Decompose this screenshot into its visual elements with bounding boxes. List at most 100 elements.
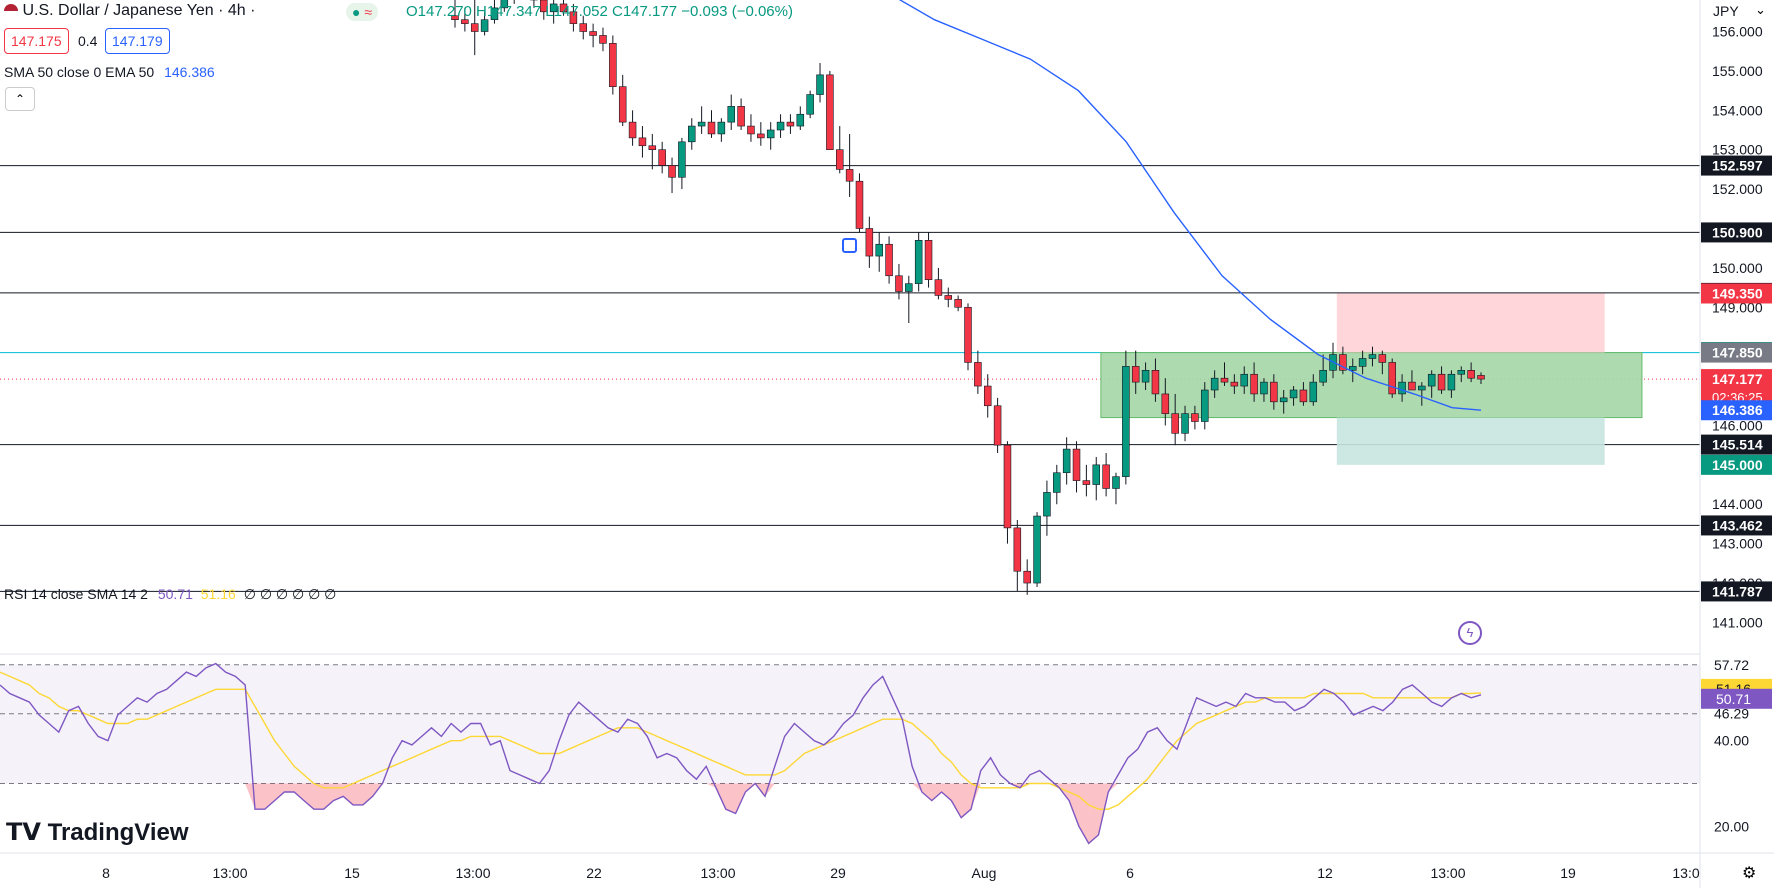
price-marker-target2 xyxy=(1701,454,1772,475)
chevron-down-icon[interactable]: ⌄ xyxy=(1755,2,1766,17)
candle xyxy=(727,94,735,130)
candle xyxy=(1398,374,1406,402)
candle xyxy=(1181,405,1189,442)
time-tick-label: 13:00 xyxy=(1430,865,1465,881)
price-axis[interactable]: 141.000142.000143.000144.000145.000146.0… xyxy=(1699,0,1772,888)
candle xyxy=(1339,346,1347,375)
time-tick-label: Aug xyxy=(972,865,997,881)
candle-body xyxy=(1398,381,1406,395)
candle xyxy=(934,267,943,300)
level-tag xyxy=(1701,581,1772,602)
rsi-oversold-fill xyxy=(735,783,746,814)
candle-body xyxy=(914,240,923,284)
candle xyxy=(1408,370,1416,391)
currency-label[interactable]: JPY xyxy=(1713,3,1739,19)
flag-icon xyxy=(4,3,18,18)
candle xyxy=(1043,480,1051,536)
bid-box[interactable]: 147.175 xyxy=(4,28,69,54)
candle-body xyxy=(451,15,459,20)
candle-body xyxy=(895,275,903,292)
sma-legend-value: 146.386 xyxy=(164,64,215,80)
candle xyxy=(1358,350,1367,375)
price-tick-label: 155.000 xyxy=(1712,63,1763,79)
candle-body xyxy=(1191,413,1199,422)
rsi-legend-label: RSI 14 close SMA 14 2 xyxy=(4,586,148,602)
tv-logo-icon: 𝗧𝗩 xyxy=(6,819,41,846)
candle-body xyxy=(1378,354,1387,363)
candle xyxy=(1102,453,1110,497)
candle-body xyxy=(855,180,864,229)
symbol-title[interactable]: U.S. Dollar / Japanese Yen · 4h · xyxy=(4,2,255,20)
candle xyxy=(1092,456,1101,501)
lightning-icon[interactable]: ϟ xyxy=(1458,621,1482,645)
candle-body xyxy=(1013,527,1022,572)
time-tick-label: 12 xyxy=(1317,865,1333,881)
candle-body xyxy=(658,149,666,166)
candle xyxy=(1023,559,1031,595)
candle xyxy=(1240,366,1248,394)
candle xyxy=(747,114,755,142)
candle xyxy=(964,303,972,371)
candle xyxy=(1250,362,1258,402)
candle xyxy=(1082,464,1091,497)
price-tick-label: 154.000 xyxy=(1712,102,1763,118)
candle xyxy=(658,141,666,174)
rsi-oversold-fill xyxy=(921,783,932,801)
candle xyxy=(806,90,814,119)
rsi-marker-rsi xyxy=(1701,688,1772,709)
candle-body xyxy=(540,0,548,13)
candle xyxy=(1141,362,1150,390)
candle-body xyxy=(618,86,627,123)
candle-body xyxy=(944,295,953,300)
tradingview-logo: 𝗧𝗩 TradingView xyxy=(6,818,189,847)
candle-body xyxy=(599,35,607,44)
candle-body xyxy=(1418,385,1426,391)
candle-body xyxy=(737,106,745,127)
candle-body xyxy=(766,129,775,139)
level-tag-label: 141.787 xyxy=(1712,583,1763,599)
time-axis[interactable]: 8 13:00 15 13:00 22 13:00 29 Aug 6 12 13:00 19 13:0 xyxy=(102,865,1700,881)
candle xyxy=(737,98,745,130)
candle-body xyxy=(1210,377,1219,391)
candle-body xyxy=(559,3,568,13)
candle xyxy=(638,126,647,158)
candle xyxy=(1388,358,1396,398)
candle xyxy=(628,110,637,146)
candle xyxy=(895,263,903,300)
price-marker-label: 145.000 xyxy=(1712,457,1763,473)
candle-body xyxy=(1023,570,1031,584)
price-tick-label: 152.000 xyxy=(1712,181,1763,197)
candle xyxy=(954,295,962,312)
candle-body xyxy=(727,106,735,123)
drawing-handle[interactable] xyxy=(842,238,857,253)
candle xyxy=(451,0,459,28)
rsi-oversold-fill xyxy=(931,783,942,801)
candle xyxy=(1171,393,1179,446)
rsi-legend: RSI 14 close SMA 14 2 50.71 51.16 ∅ ∅ ∅ … xyxy=(4,586,336,603)
price-marker-label: 146.386 xyxy=(1712,402,1763,418)
collapse-chevron-icon[interactable]: ⌃ xyxy=(5,87,35,111)
candle xyxy=(1072,441,1081,493)
candle xyxy=(648,133,657,170)
candle-body xyxy=(569,11,578,24)
settings-gear-icon[interactable]: ⚙ xyxy=(1742,865,1757,882)
market-status-icon[interactable]: ● ≈ xyxy=(346,3,379,21)
candle-body xyxy=(1082,480,1091,485)
candle-body xyxy=(1171,413,1179,434)
candle xyxy=(796,106,805,130)
candle xyxy=(1279,390,1288,414)
time-tick-label: 6 xyxy=(1126,865,1134,881)
candle xyxy=(589,23,597,48)
candle-body xyxy=(974,362,982,387)
ask-box[interactable]: 147.179 xyxy=(105,28,170,54)
time-tick-label: 19 xyxy=(1560,865,1576,881)
zone-stop xyxy=(1336,293,1605,353)
candle xyxy=(1220,362,1229,387)
candle xyxy=(1112,472,1120,505)
candle xyxy=(609,35,617,95)
candle xyxy=(559,0,568,16)
candle-body xyxy=(1289,389,1298,399)
candle-body xyxy=(1279,397,1288,403)
rsi-oversold-fill xyxy=(294,783,305,801)
